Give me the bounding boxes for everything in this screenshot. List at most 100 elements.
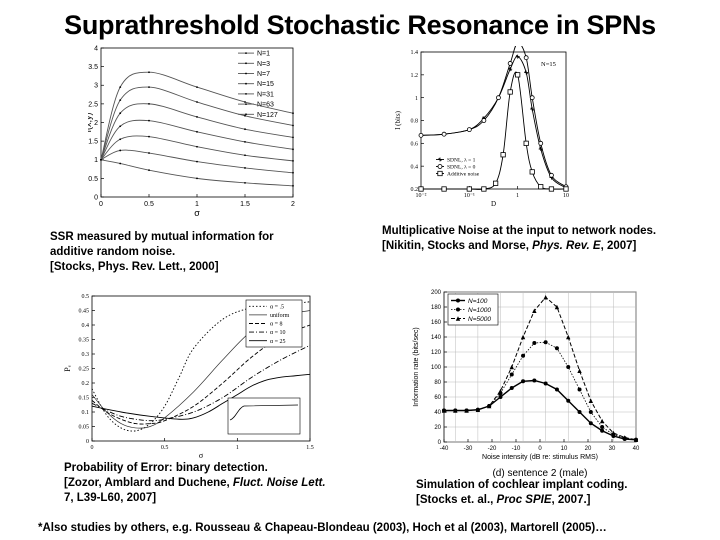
y-axis-label: I(x,y) — [88, 113, 93, 133]
cochlear-implant-chart: 0 20 40 60 80 100 120 140 160 180 200 -40 -30 -20 -10 0… — [413, 290, 640, 479]
legend-marker — [437, 164, 443, 169]
y-tick-label: 2 — [94, 120, 98, 127]
data-point — [418, 132, 424, 138]
data-point — [566, 334, 571, 340]
data-point — [515, 72, 521, 78]
legend-label: α = .5 — [270, 304, 284, 310]
data-point — [588, 398, 594, 403]
data-point — [481, 186, 487, 192]
series-line — [100, 119, 294, 160]
caption-cochlear: Simulation of cochlear implant coding. [… — [416, 479, 628, 506]
data-point — [554, 387, 559, 392]
y-tick-label: 0.5 — [88, 176, 98, 183]
data-point — [498, 388, 503, 394]
series-line — [100, 135, 294, 162]
legend-label: N=1000 — [468, 307, 491, 314]
x-tick-label: 0 — [91, 445, 94, 451]
legend-label: SDNL, λ = 1 — [447, 157, 476, 163]
data-point — [523, 140, 529, 146]
legend-marker — [245, 103, 247, 105]
data-point — [441, 131, 447, 137]
y-tick-label: 4 — [94, 45, 98, 52]
x-tick-label: 30 — [609, 446, 616, 452]
data-point — [292, 171, 294, 174]
data-point — [292, 148, 294, 151]
series-line — [444, 341, 637, 441]
data-point — [292, 184, 294, 187]
data-point — [523, 55, 529, 61]
data-point — [622, 435, 627, 440]
data-point — [600, 428, 605, 433]
legend-label: N=31 — [257, 91, 274, 98]
y-tick-label: 3.5 — [88, 64, 98, 71]
y-tick-label: 0.1 — [82, 410, 90, 416]
y-tick-label: 180 — [431, 305, 442, 311]
data-point — [532, 378, 537, 383]
data-point — [441, 186, 447, 192]
y-tick-label: 0 — [438, 440, 442, 446]
data-point — [196, 160, 198, 163]
x-tick-label: 0.5 — [161, 445, 169, 451]
y-tick-label: 1.5 — [88, 139, 98, 146]
x-tick-label: 0.5 — [144, 201, 154, 208]
x-axis-label: σ — [194, 208, 200, 218]
y-tick-label: 2.5 — [88, 101, 98, 108]
y-tick-label: 3 — [94, 83, 98, 90]
y-tick-label: 0 — [94, 194, 98, 201]
x-axis-label: σ — [199, 451, 204, 460]
y-axis-label: Information rate (bits/sec) — [413, 327, 420, 406]
data-point — [148, 169, 150, 172]
x-tick-label: 1 — [516, 193, 519, 199]
y-tick-label: 0.4 — [82, 323, 90, 329]
data-point — [196, 101, 198, 103]
inset-curve — [229, 404, 299, 421]
y-tick-label: 80 — [434, 380, 441, 386]
x-tick-label: 10⁻¹ — [464, 193, 475, 199]
data-point — [244, 114, 246, 117]
probability-of-error-chart: 0 0.05 0.1 0.15 0.2 0.25 0.3 0.35 0.4 0.45 0.5 0 0.5… — [63, 294, 314, 460]
y-tick-label: 0.25 — [79, 367, 90, 373]
data-point — [119, 149, 122, 152]
data-point — [538, 184, 544, 190]
data-point — [464, 408, 469, 413]
data-point — [515, 54, 520, 59]
x-tick-label: -30 — [464, 446, 473, 452]
series-line — [91, 324, 311, 425]
x-tick-label: 10 — [561, 446, 568, 452]
data-point — [119, 86, 122, 89]
data-point — [520, 334, 526, 340]
data-point — [244, 140, 246, 143]
y-tick-label: 0.15 — [79, 396, 90, 402]
legend-label: N=1 — [257, 51, 270, 58]
data-point — [532, 341, 537, 345]
data-point — [441, 408, 447, 413]
chart-subtitle: (d) sentence 2 (male) — [492, 468, 587, 479]
y-tick-label: 60 — [434, 395, 441, 401]
y-tick-label: 0.3 — [82, 352, 90, 358]
x-tick-label: 1 — [236, 445, 239, 451]
data-point — [563, 186, 569, 192]
multiplicative-noise-chart: 0.2 0.4 0.6 0.8 1 1.2 1.4 10⁻² 10⁻¹ 1 10 D I (bits) S… — [394, 46, 569, 208]
y-tick-label: 160 — [431, 320, 442, 326]
data-point — [566, 398, 571, 403]
data-point — [577, 387, 582, 392]
y-tick-label: 140 — [431, 335, 442, 341]
legend-marker — [245, 113, 247, 116]
data-point — [507, 61, 513, 66]
x-tick-label: 1 — [195, 201, 199, 208]
data-point — [524, 70, 529, 75]
data-point — [507, 89, 513, 95]
data-point — [292, 159, 294, 162]
y-tick-label: 0.5 — [82, 294, 90, 300]
data-point — [500, 152, 506, 158]
data-point — [508, 67, 513, 72]
legend-marker — [456, 298, 460, 303]
series-line — [100, 86, 294, 160]
legend-label: N=15 — [257, 81, 274, 88]
legend-label: N=127 — [257, 112, 278, 119]
series-line — [100, 149, 294, 174]
data-point — [509, 372, 514, 377]
data-point — [588, 410, 593, 414]
legend-label: α = 8 — [270, 322, 283, 328]
data-point — [196, 145, 198, 148]
